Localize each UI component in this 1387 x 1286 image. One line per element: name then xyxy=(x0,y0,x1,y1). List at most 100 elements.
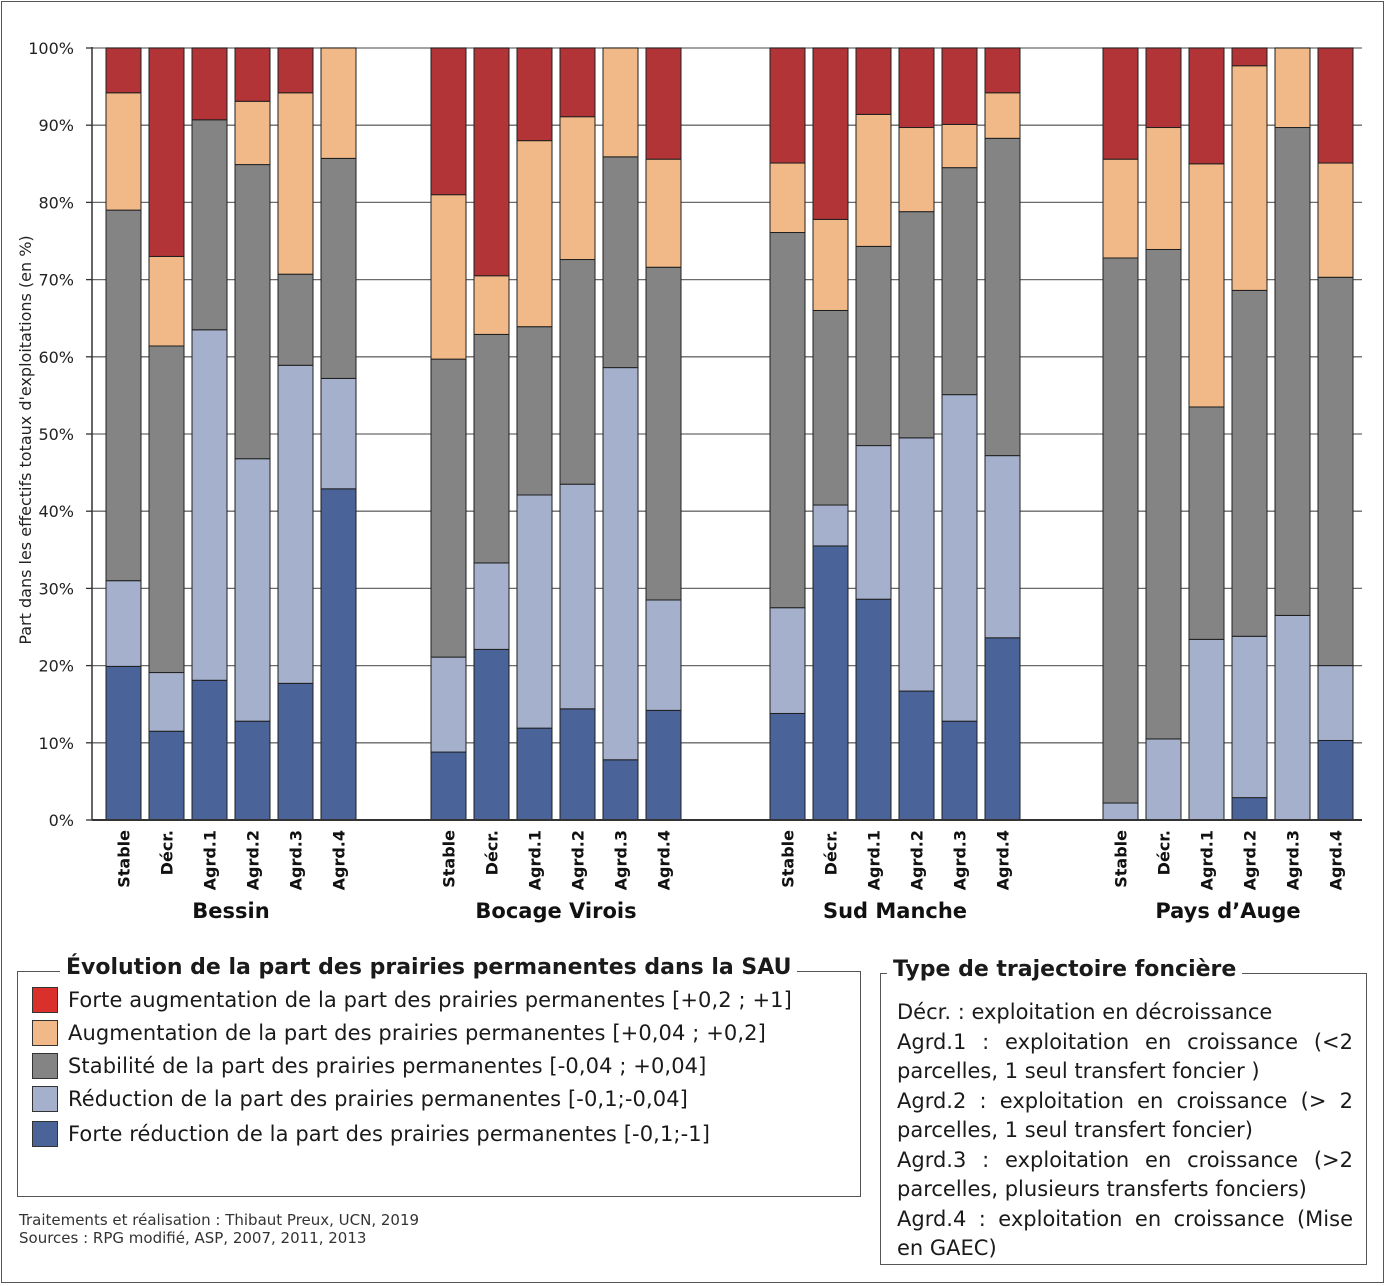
bar-segment-reduction xyxy=(320,377,357,490)
x-tick-label: Agrd.2 xyxy=(908,830,927,890)
bar-segment-forte-augmentation xyxy=(1145,47,1182,129)
bar-segment-forte-augmentation xyxy=(191,47,228,121)
legend-item-reduction: Réduction de la part des prairies perman… xyxy=(32,1085,688,1113)
bar-segment-forte-reduction xyxy=(812,545,849,821)
legend-permanent-grassland: Évolution de la part des prairies perman… xyxy=(17,955,861,1197)
bar-segment-forte-augmentation xyxy=(645,47,682,160)
bar-segment-forte-augmentation xyxy=(473,47,510,277)
credits: Traitements et réalisation : Thibaut Pre… xyxy=(19,1211,419,1247)
y-tick-label: 20% xyxy=(38,657,74,676)
legend-label: Stabilité de la part des prairies perman… xyxy=(68,1054,707,1078)
bar-segment-forte-augmentation xyxy=(148,47,185,257)
bar-segment-stabilite xyxy=(855,245,892,447)
bar-segment-stabilite xyxy=(473,333,510,564)
x-tick-label: Stable xyxy=(1112,830,1131,888)
bar-segment-forte-augmentation xyxy=(559,47,596,118)
bar-segment-reduction xyxy=(430,656,467,753)
y-axis-label: Part dans les effectifs totaux d'exploit… xyxy=(16,235,35,644)
bar-segment-augmentation xyxy=(148,255,185,347)
bar-segment-forte-augmentation xyxy=(1188,47,1225,165)
bar-segment-stabilite xyxy=(234,164,271,460)
bar-segment-forte-reduction xyxy=(1231,797,1268,821)
bar-segment-stabilite xyxy=(191,119,228,331)
bar-segment-stabilite xyxy=(105,209,142,582)
bar-segment-stabilite xyxy=(430,358,467,658)
bar-segment-forte-reduction xyxy=(430,751,467,821)
bar-segment-augmentation xyxy=(855,113,892,247)
y-tick-label: 0% xyxy=(49,811,74,830)
bar-segment-forte-reduction xyxy=(516,727,553,821)
bar-segment-forte-reduction xyxy=(984,637,1021,821)
bar-segment-forte-augmentation xyxy=(516,47,553,142)
bar-segment-augmentation xyxy=(602,47,639,158)
legend-swatch xyxy=(32,1121,58,1147)
bar-segment-stabilite xyxy=(148,345,185,674)
bar-segment-reduction xyxy=(1231,635,1268,799)
trajectory-definitions: Décr. : exploitation en décroissance Agr… xyxy=(897,998,1353,1264)
bar-segment-reduction xyxy=(1102,802,1139,821)
bar-segment-forte-augmentation xyxy=(105,47,142,94)
bar-segment-augmentation xyxy=(105,92,142,211)
legend-item-stabilite: Stabilité de la part des prairies perman… xyxy=(32,1052,706,1080)
bar-segment-reduction xyxy=(516,494,553,729)
bar-segment-reduction xyxy=(148,672,185,732)
bar-segment-forte-augmentation xyxy=(1231,47,1268,67)
bar-segment-forte-reduction xyxy=(191,679,228,821)
bar-segment-augmentation xyxy=(1317,162,1354,278)
y-tick-label: 30% xyxy=(38,579,74,598)
bar-segment-reduction xyxy=(1317,665,1354,741)
legend-label: Augmentation de la part des prairies per… xyxy=(68,1021,766,1045)
bar-segment-augmentation xyxy=(1274,47,1311,129)
y-tick-label: 40% xyxy=(38,502,74,521)
bar-segment-stabilite xyxy=(1145,248,1182,740)
bar-segment-forte-reduction xyxy=(277,682,314,821)
x-tick-label: Décr. xyxy=(1155,830,1174,875)
x-tick-label: Agrd.3 xyxy=(612,830,631,890)
bar-segment-stabilite xyxy=(1274,127,1311,616)
bar-segment-augmentation xyxy=(984,92,1021,139)
bar-segment-forte-reduction xyxy=(602,759,639,821)
x-tick-label: Décr. xyxy=(483,830,502,875)
bars-layer xyxy=(105,47,1354,821)
bar-segment-forte-augmentation xyxy=(855,47,892,115)
bar-segment-forte-augmentation xyxy=(984,47,1021,94)
trajectory-def-agrd1: Agrd.1 : exploitation en croissance (<2 … xyxy=(897,1029,1353,1084)
bar-segment-forte-reduction xyxy=(1317,739,1354,821)
bar-segment-augmentation xyxy=(516,140,553,328)
bar-segment-forte-reduction xyxy=(105,665,142,821)
bar-segment-stabilite xyxy=(320,157,357,379)
bar-segment-augmentation xyxy=(1231,65,1268,291)
bar-segment-forte-augmentation xyxy=(234,47,271,102)
x-tick-label: Agrd.1 xyxy=(865,830,884,890)
bar-segment-reduction xyxy=(855,445,892,600)
x-tick-label: Agrd.4 xyxy=(994,830,1013,890)
x-tick-label: Agrd.3 xyxy=(1284,830,1303,890)
bar-segment-reduction xyxy=(1145,738,1182,821)
bar-segment-reduction xyxy=(898,437,935,692)
bar-segment-stabilite xyxy=(277,273,314,366)
bar-segment-reduction xyxy=(941,394,978,722)
x-tick-label: Décr. xyxy=(822,830,841,875)
bar-segment-augmentation xyxy=(1188,163,1225,408)
bar-segment-stabilite xyxy=(645,266,682,601)
x-tick-label: Agrd.4 xyxy=(1327,830,1346,890)
credits-line-sources: Sources : RPG modifié, ASP, 2007, 2011, … xyxy=(19,1229,367,1247)
bar-segment-augmentation xyxy=(769,162,806,234)
legend-swatch xyxy=(32,1086,58,1112)
bar-segment-augmentation xyxy=(473,275,510,335)
bar-segment-augmentation xyxy=(898,127,935,213)
bar-segment-augmentation xyxy=(277,92,314,275)
bar-segment-stabilite xyxy=(1231,289,1268,637)
legend-label: Forte augmentation de la part des prairi… xyxy=(68,988,792,1012)
x-tick-label: Agrd.1 xyxy=(201,830,220,890)
legend-swatch xyxy=(32,987,58,1013)
legend-title: Évolution de la part des prairies perman… xyxy=(60,955,798,980)
bar-segment-stabilite xyxy=(898,211,935,439)
bar-segment-stabilite xyxy=(602,156,639,369)
bar-segment-forte-reduction xyxy=(645,709,682,821)
bar-segment-forte-reduction xyxy=(234,720,271,821)
bar-segment-forte-reduction xyxy=(769,712,806,821)
legend-label: Réduction de la part des prairies perman… xyxy=(68,1087,688,1111)
bar-segment-augmentation xyxy=(1145,127,1182,250)
